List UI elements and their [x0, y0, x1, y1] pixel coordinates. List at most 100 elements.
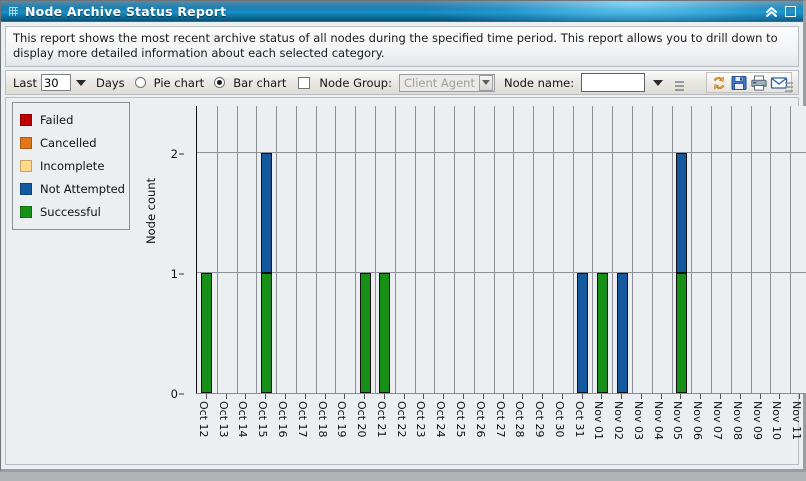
legend-label: Successful — [40, 204, 101, 219]
x-tick-label: Nov 10 — [770, 401, 783, 440]
days-label: Days — [95, 75, 125, 90]
x-tick-mark — [542, 394, 543, 399]
days-dropdown-icon[interactable] — [75, 79, 86, 86]
y-tick-mark — [179, 153, 184, 155]
maximize-square-icon[interactable] — [784, 5, 797, 18]
plot-area-wrapper: Node count 0 1 2 Oct 12 Oct 13 Oct 14 Oct 15 O… — [136, 106, 806, 460]
bar-segment[interactable] — [261, 153, 272, 273]
x-tick-mark — [740, 394, 741, 399]
bar-segment[interactable] — [261, 273, 272, 393]
x-tick-mark — [562, 394, 563, 399]
bar-chart-label[interactable]: Bar chart — [233, 75, 287, 90]
gridline-vertical — [454, 106, 455, 393]
x-tick-label: Nov 07 — [711, 401, 724, 440]
x-tick-label: Oct 15 — [256, 401, 269, 438]
gridline-vertical — [474, 106, 475, 393]
chevron-double-up-icon[interactable] — [765, 5, 778, 18]
node-group-select: Client Agent — [398, 73, 495, 92]
x-axis-ticks — [196, 394, 806, 400]
x-tick-mark — [305, 394, 306, 399]
x-tick-label: Nov 11 — [790, 401, 803, 440]
radio-bar-chart[interactable] — [214, 77, 226, 88]
x-tick-mark — [621, 394, 622, 399]
x-tick-mark — [601, 394, 602, 399]
gridline-vertical — [335, 106, 336, 393]
x-tick-mark — [206, 394, 207, 399]
x-tick-mark — [226, 394, 227, 399]
bar-segment[interactable] — [360, 273, 371, 393]
bar-segment[interactable] — [617, 273, 628, 393]
gridline-vertical — [237, 106, 238, 393]
x-tick-mark — [325, 394, 326, 399]
gridline-vertical — [256, 106, 257, 393]
legend-item[interactable]: Failed — [20, 108, 123, 131]
gridline-vertical — [711, 106, 712, 393]
x-axis-labels: Oct 12 Oct 13 Oct 14 Oct 15 Oct 16 Oct 17 Oct … — [196, 401, 806, 481]
x-tick-mark — [364, 394, 365, 399]
x-tick-label: Nov 08 — [731, 401, 744, 440]
legend-swatch-not-attempted — [20, 182, 32, 195]
x-tick-label: Oct 28 — [513, 401, 526, 438]
y-tick-mark — [179, 273, 184, 275]
gridline-vertical — [790, 106, 791, 393]
gridline-vertical — [395, 106, 396, 393]
toolbar-grip[interactable] — [785, 82, 793, 92]
bar-segment[interactable] — [577, 273, 588, 393]
gridline-vertical — [415, 106, 416, 393]
gridline-vertical — [316, 106, 317, 393]
gridline-vertical — [375, 106, 376, 393]
legend-swatch-failed — [20, 113, 32, 126]
legend-item[interactable]: Successful — [20, 200, 123, 223]
bar-segment[interactable] — [597, 273, 608, 393]
x-tick-mark — [463, 394, 464, 399]
gridline-vertical — [355, 106, 356, 393]
x-tick-label: Nov 01 — [592, 401, 605, 440]
x-tick-mark — [582, 394, 583, 399]
report-toolbar: Last Days Pie chart Bar chart Node Group… — [5, 70, 799, 95]
x-tick-label: Oct 14 — [236, 401, 249, 438]
gridline-vertical — [592, 106, 593, 393]
x-tick-label: Nov 05 — [671, 401, 684, 440]
gridline-vertical — [276, 106, 277, 393]
x-tick-mark — [384, 394, 385, 399]
x-tick-mark — [661, 394, 662, 399]
legend-item[interactable]: Cancelled — [20, 131, 123, 154]
gridline-vertical — [612, 106, 613, 393]
bar-segment[interactable] — [676, 273, 687, 393]
plot-area — [196, 106, 806, 394]
gridline-vertical — [553, 106, 554, 393]
node-group-value: Client Agent — [403, 75, 475, 90]
legend-swatch-successful — [20, 205, 32, 218]
legend-item[interactable]: Not Attempted — [20, 177, 125, 200]
pie-chart-label[interactable]: Pie chart — [153, 75, 205, 90]
x-tick-mark — [680, 394, 681, 399]
bar-segment[interactable] — [676, 153, 687, 273]
bar-segment[interactable] — [379, 273, 390, 393]
x-tick-mark — [779, 394, 780, 399]
days-input[interactable] — [40, 74, 71, 91]
x-tick-mark — [404, 394, 405, 399]
legend-item[interactable]: Incomplete — [20, 154, 123, 177]
node-group-checkbox[interactable] — [298, 76, 311, 89]
gridline-horizontal — [197, 152, 806, 153]
y-axis-ticks: 0 1 2 — [162, 106, 184, 401]
chevron-down-icon — [478, 74, 493, 91]
legend-label: Failed — [40, 112, 74, 127]
print-icon[interactable] — [750, 74, 768, 92]
x-tick-mark — [483, 394, 484, 399]
toolbar-overflow-grip[interactable] — [675, 81, 684, 93]
node-name-input[interactable] — [581, 73, 646, 92]
chart-panel: Failed Cancelled Incomplete Not Attempted Su… — [5, 97, 806, 465]
y-tick-label: 1 — [170, 267, 178, 281]
refresh-icon[interactable] — [710, 74, 728, 92]
save-icon[interactable] — [730, 74, 748, 92]
x-tick-label: Oct 30 — [553, 401, 566, 438]
x-tick-mark — [720, 394, 721, 399]
x-tick-mark — [443, 394, 444, 399]
radio-pie-chart[interactable] — [134, 77, 146, 88]
bar-segment[interactable] — [201, 273, 212, 393]
gridline-horizontal — [197, 272, 806, 273]
x-tick-mark — [503, 394, 504, 399]
node-name-dropdown-icon[interactable] — [653, 79, 664, 86]
